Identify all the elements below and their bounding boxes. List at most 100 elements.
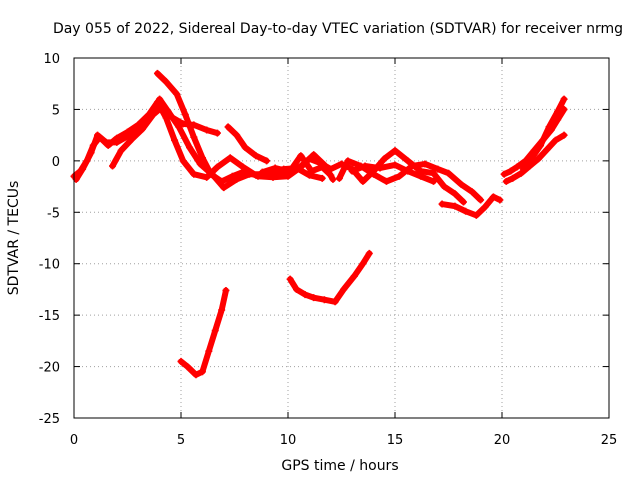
data-point bbox=[440, 183, 448, 191]
data-point bbox=[507, 167, 515, 175]
x-tick-label: 15 bbox=[387, 433, 404, 448]
data-point bbox=[481, 203, 489, 211]
data-point bbox=[87, 149, 95, 157]
data-point bbox=[203, 126, 211, 134]
data-point bbox=[513, 163, 521, 171]
series-track-i bbox=[438, 193, 504, 219]
data-point bbox=[496, 196, 504, 204]
data-point bbox=[138, 125, 146, 133]
data-point bbox=[190, 170, 198, 178]
data-point bbox=[297, 152, 305, 160]
series-trace bbox=[520, 96, 568, 173]
data-point bbox=[218, 306, 226, 314]
x-tick-label: 25 bbox=[601, 433, 618, 448]
data-point bbox=[181, 111, 189, 119]
data-point bbox=[359, 260, 367, 268]
series-trace bbox=[178, 287, 229, 378]
data-point bbox=[327, 165, 335, 173]
data-point bbox=[269, 173, 277, 181]
data-point bbox=[438, 200, 446, 208]
data-point bbox=[408, 162, 416, 170]
data-point bbox=[365, 249, 373, 257]
data-point bbox=[241, 143, 249, 151]
data-point bbox=[179, 157, 187, 165]
data-point bbox=[359, 177, 367, 185]
data-point bbox=[404, 167, 412, 175]
data-point bbox=[434, 165, 442, 173]
data-point bbox=[286, 275, 294, 283]
data-point bbox=[331, 298, 339, 306]
plot-frame bbox=[73, 57, 610, 419]
data-point bbox=[489, 193, 497, 201]
data-point bbox=[500, 170, 508, 178]
series-trace bbox=[503, 132, 568, 185]
data-point bbox=[295, 164, 303, 172]
data-point bbox=[186, 143, 194, 151]
data-point bbox=[310, 151, 318, 159]
data-point bbox=[391, 147, 399, 155]
data-point bbox=[472, 211, 480, 219]
x-tick-label: 0 bbox=[70, 433, 78, 448]
data-point bbox=[222, 286, 230, 294]
data-point bbox=[190, 133, 198, 141]
data-point bbox=[158, 103, 166, 111]
series-track-d bbox=[109, 103, 221, 170]
data-point bbox=[293, 285, 301, 293]
data-point bbox=[430, 177, 438, 185]
y-tick-label: -15 bbox=[39, 309, 60, 324]
x-axis-label: GPS time / hours bbox=[281, 458, 398, 474]
data-point bbox=[162, 78, 170, 86]
data-point bbox=[528, 154, 536, 162]
data-point bbox=[560, 131, 568, 139]
series-track-j bbox=[502, 131, 568, 185]
data-point bbox=[348, 167, 356, 175]
data-point bbox=[370, 170, 378, 178]
y-tick-label: -10 bbox=[39, 258, 60, 273]
data-point bbox=[198, 154, 206, 162]
data-point bbox=[350, 272, 358, 280]
data-point bbox=[211, 327, 219, 335]
data-point bbox=[560, 95, 568, 103]
data-point bbox=[177, 357, 185, 365]
data-point bbox=[305, 155, 313, 163]
data-point bbox=[335, 174, 343, 182]
x-tick-label: 10 bbox=[280, 433, 297, 448]
y-tick-label: -25 bbox=[39, 412, 60, 427]
series-track-e bbox=[224, 123, 271, 165]
data-point bbox=[462, 207, 470, 215]
data-point bbox=[156, 95, 164, 103]
x-tick-label: 5 bbox=[177, 433, 185, 448]
data-point bbox=[207, 170, 215, 178]
y-tick-label: 0 bbox=[52, 155, 60, 170]
data-point bbox=[509, 174, 517, 182]
data-point bbox=[258, 168, 266, 176]
data-point bbox=[534, 155, 542, 163]
data-point bbox=[519, 165, 527, 173]
y-axis-label: SDTVAR / TECUs bbox=[6, 181, 22, 296]
data-point bbox=[344, 157, 352, 165]
data-point bbox=[218, 177, 226, 185]
data-point bbox=[457, 181, 465, 189]
data-point bbox=[545, 123, 553, 131]
data-point bbox=[459, 198, 467, 206]
y-tick-label: -20 bbox=[39, 361, 60, 376]
data-point bbox=[192, 371, 200, 379]
data-point bbox=[263, 157, 271, 165]
data-point bbox=[376, 164, 384, 172]
x-tick-label: 20 bbox=[494, 433, 511, 448]
data-point bbox=[117, 147, 125, 155]
series-trace bbox=[225, 123, 270, 164]
y-tick-label: 10 bbox=[43, 52, 60, 67]
data-point bbox=[445, 169, 452, 177]
data-point bbox=[552, 136, 559, 144]
data-point bbox=[109, 162, 117, 170]
data-point bbox=[203, 173, 211, 181]
series-track-n bbox=[286, 249, 373, 306]
data-point bbox=[102, 138, 110, 146]
data-point bbox=[477, 196, 485, 204]
data-point bbox=[316, 159, 324, 167]
data-point bbox=[183, 363, 191, 371]
data-point bbox=[329, 175, 337, 183]
data-point bbox=[173, 90, 181, 98]
data-point bbox=[318, 174, 326, 182]
